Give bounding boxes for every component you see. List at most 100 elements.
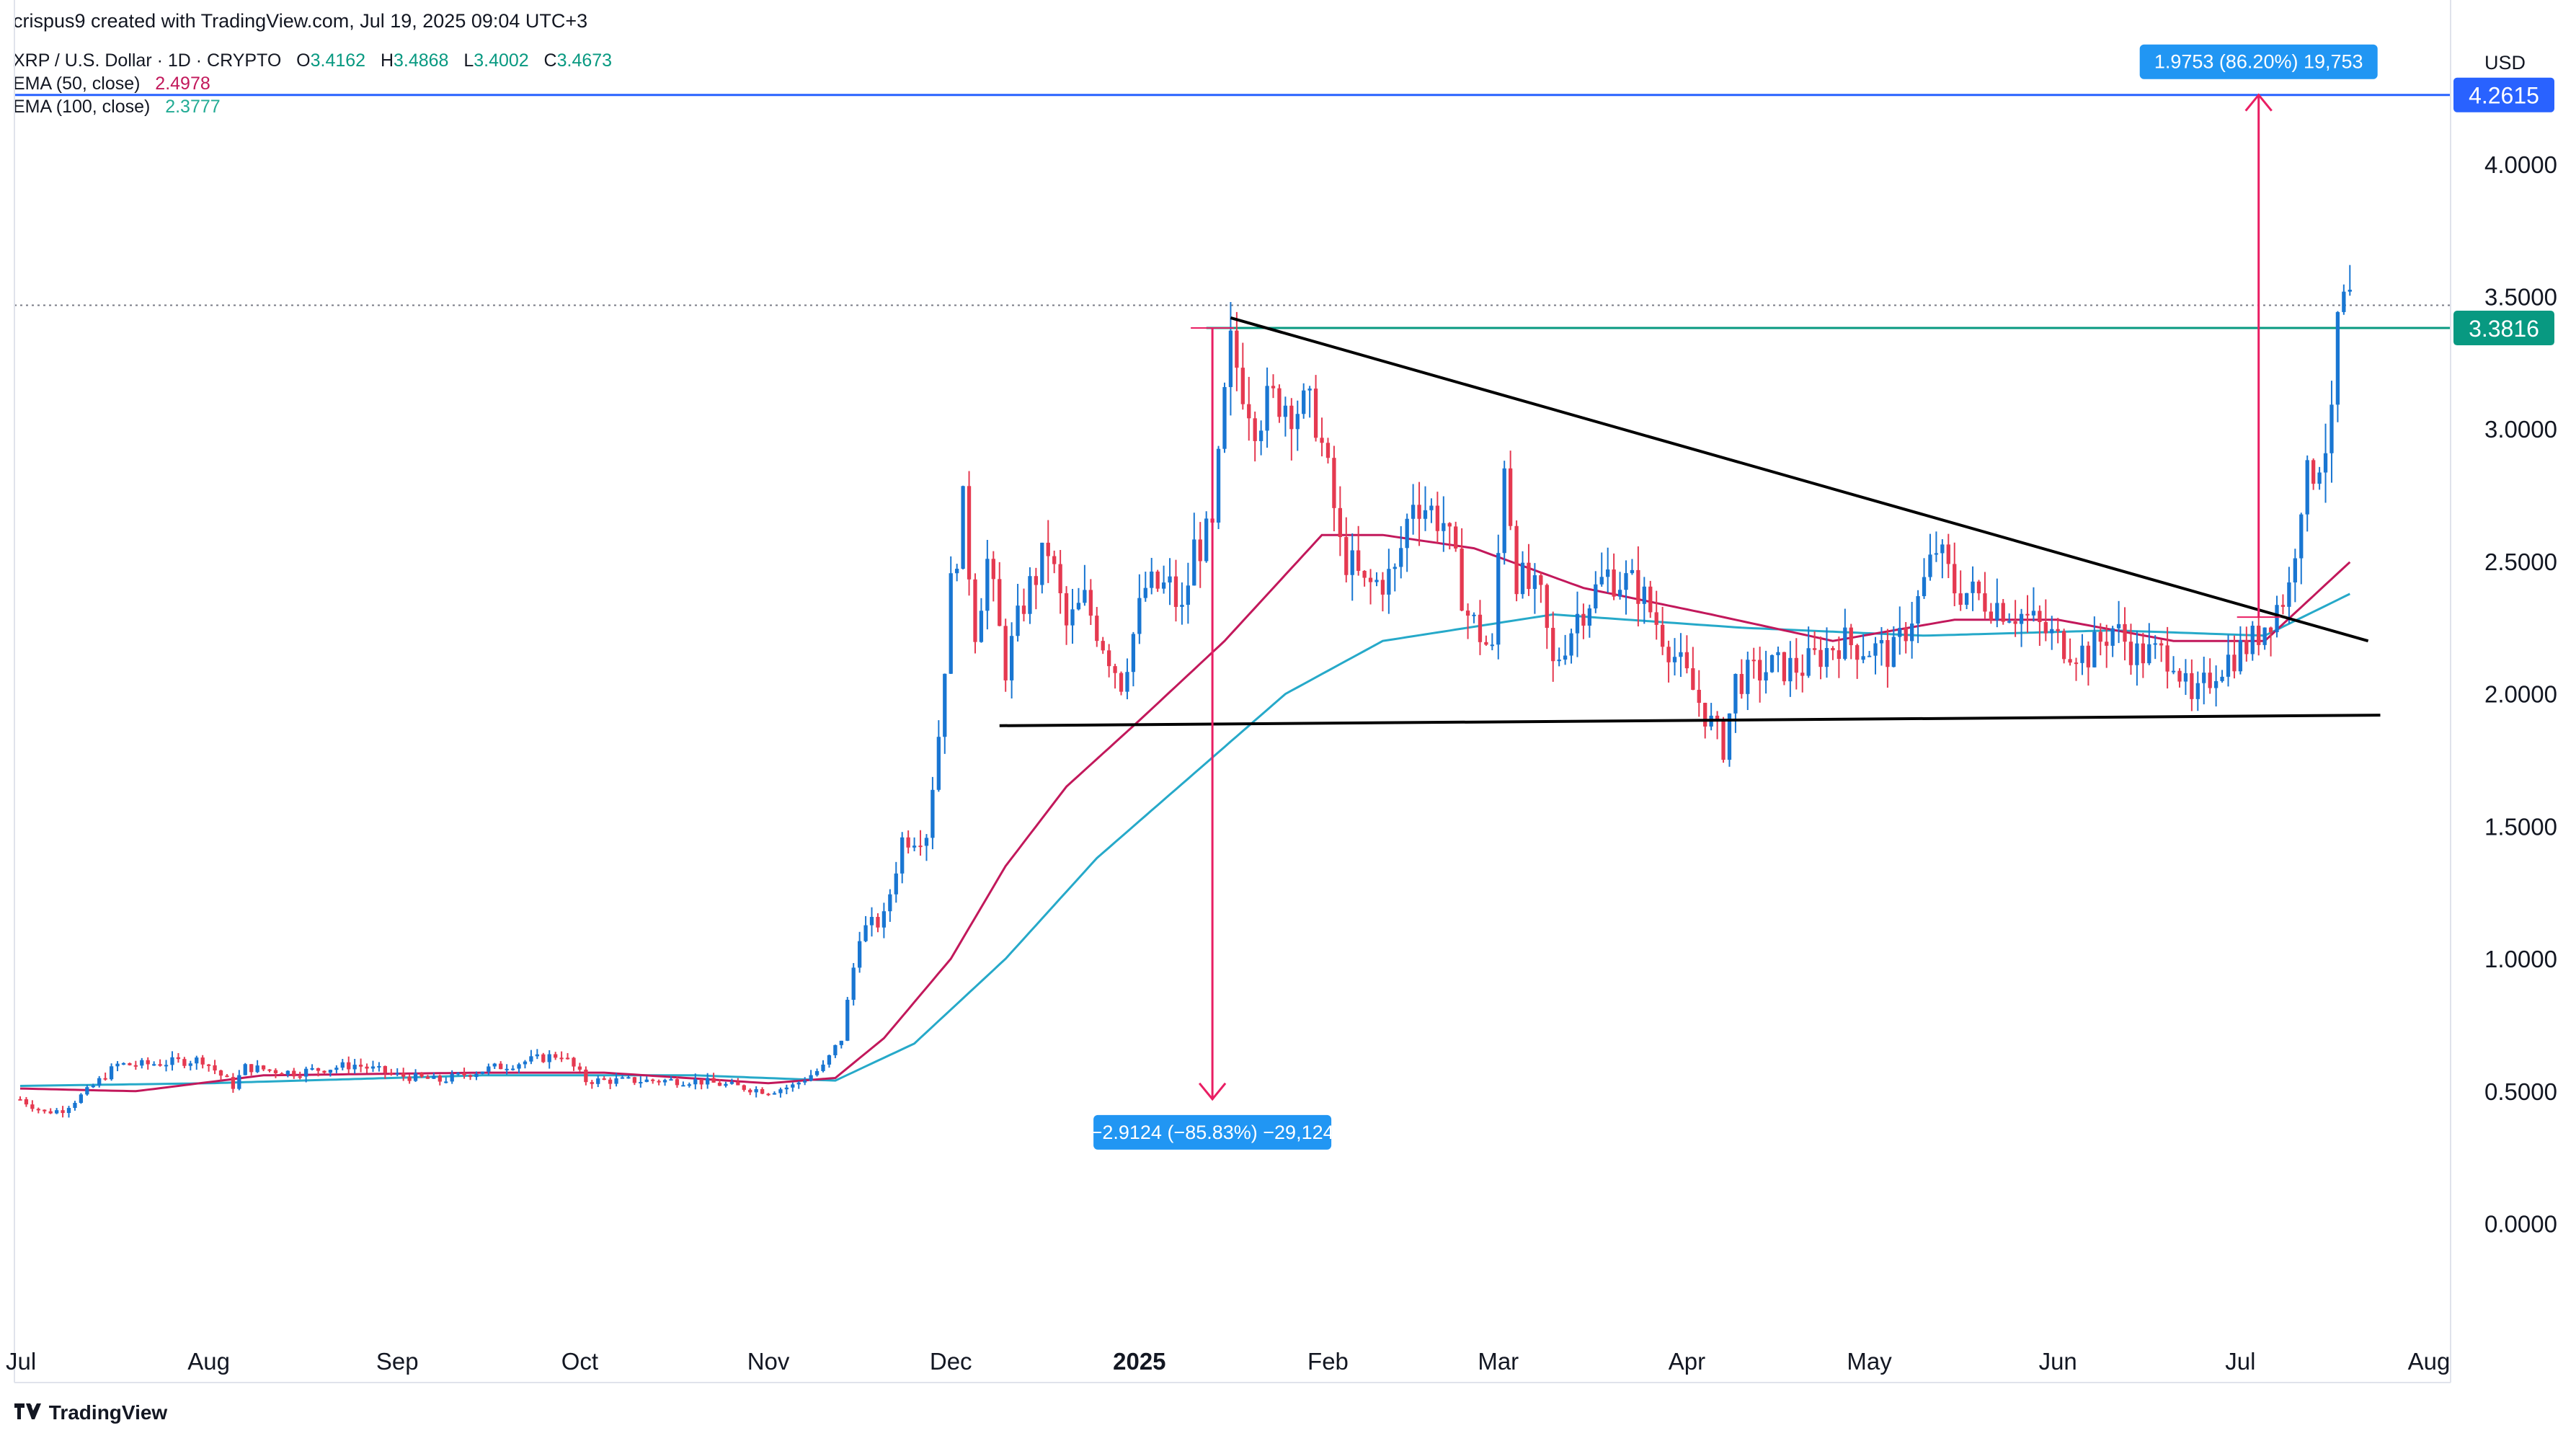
- candle: [881, 902, 887, 939]
- candle: [2116, 600, 2121, 644]
- candle-body: [456, 1073, 461, 1075]
- candle-body: [1769, 655, 1775, 673]
- candle-body: [1083, 590, 1087, 603]
- candle: [505, 1064, 509, 1075]
- candle-body: [729, 1082, 734, 1084]
- y-tick-label: 2.5000: [2484, 549, 2557, 575]
- candle-body: [918, 846, 923, 848]
- candle: [401, 1068, 406, 1081]
- candle: [796, 1081, 801, 1089]
- candle-body: [1953, 564, 1957, 594]
- candle-body: [1855, 645, 1860, 660]
- candle: [554, 1052, 558, 1060]
- candle-body: [912, 846, 917, 848]
- candle-body: [1016, 605, 1020, 636]
- candle: [1886, 629, 1890, 688]
- candle-body: [955, 569, 959, 574]
- candle-body: [833, 1044, 838, 1055]
- candle: [888, 889, 892, 922]
- candle-body: [1934, 553, 1939, 555]
- candle: [1168, 558, 1172, 605]
- candle: [1843, 608, 1847, 661]
- candle: [608, 1077, 613, 1090]
- candle: [365, 1063, 369, 1073]
- candle-body: [1143, 587, 1147, 598]
- candle: [1070, 588, 1075, 644]
- candle: [285, 1070, 290, 1078]
- candle-body: [298, 1076, 302, 1078]
- candle-body: [1405, 518, 1409, 549]
- candle-body: [863, 925, 868, 941]
- candle: [766, 1093, 770, 1096]
- candle-body: [1235, 330, 1239, 368]
- candle-body: [195, 1057, 199, 1064]
- candle-body: [809, 1075, 813, 1081]
- candle-body: [1520, 562, 1525, 595]
- candle-body: [18, 1099, 22, 1101]
- candle: [1374, 572, 1379, 587]
- candle-body: [1192, 539, 1196, 586]
- tradingview-logo[interactable]: TradingView: [14, 1401, 167, 1424]
- candle: [213, 1060, 217, 1075]
- candle-body: [608, 1079, 613, 1084]
- candle: [377, 1062, 381, 1072]
- candle: [103, 1072, 107, 1081]
- candle-body: [109, 1066, 114, 1080]
- candle-body: [1064, 593, 1069, 626]
- candle-body: [1697, 689, 1701, 704]
- candle: [30, 1100, 35, 1112]
- candle-body: [754, 1088, 758, 1093]
- candle: [2323, 423, 2328, 503]
- candle: [1235, 311, 1239, 391]
- candle-body: [1836, 650, 1842, 660]
- candle-body: [2056, 629, 2060, 631]
- candle-body: [554, 1054, 558, 1058]
- candle: [1794, 638, 1798, 690]
- candle: [2092, 616, 2097, 667]
- candle-body: [328, 1070, 333, 1073]
- candle: [706, 1073, 710, 1089]
- candle-body: [1764, 672, 1768, 681]
- candle-body: [1703, 703, 1707, 727]
- candle-body: [2299, 514, 2304, 559]
- candle: [444, 1077, 448, 1083]
- candle: [170, 1051, 174, 1071]
- candle-body: [1283, 405, 1288, 417]
- candle: [36, 1107, 40, 1114]
- candle: [133, 1060, 138, 1070]
- candle: [1983, 572, 1987, 619]
- candle: [1873, 636, 1878, 675]
- candle: [1557, 647, 1561, 667]
- candle: [1429, 498, 1434, 523]
- candle-body: [340, 1062, 345, 1068]
- candle: [2195, 671, 2200, 711]
- y-tick-label: 2.0000: [2484, 681, 2557, 708]
- candle: [1423, 486, 1428, 531]
- candle-body: [1898, 628, 1902, 637]
- candle-body: [1052, 556, 1057, 564]
- candle: [2153, 635, 2157, 660]
- candle: [1447, 522, 1452, 550]
- ohlc-close: 3.4673: [556, 50, 613, 71]
- candle-body: [888, 894, 892, 912]
- candle-body: [395, 1073, 399, 1075]
- candle-body: [1125, 672, 1129, 692]
- candle-body: [949, 573, 953, 674]
- candle: [91, 1083, 95, 1088]
- candle: [1028, 567, 1032, 624]
- candle: [639, 1076, 643, 1088]
- candle: [584, 1066, 588, 1086]
- candle-body: [231, 1077, 236, 1089]
- candle-body: [632, 1077, 637, 1083]
- x-tick-label: Dec: [930, 1348, 972, 1375]
- candle-body: [1684, 652, 1689, 669]
- candle-body: [103, 1078, 107, 1080]
- candle: [2244, 626, 2249, 662]
- candle-body: [370, 1066, 376, 1069]
- candle-body: [626, 1077, 631, 1079]
- candle-body: [1228, 330, 1233, 387]
- candle-body: [681, 1085, 685, 1087]
- candle: [1222, 382, 1227, 453]
- candle: [267, 1069, 272, 1073]
